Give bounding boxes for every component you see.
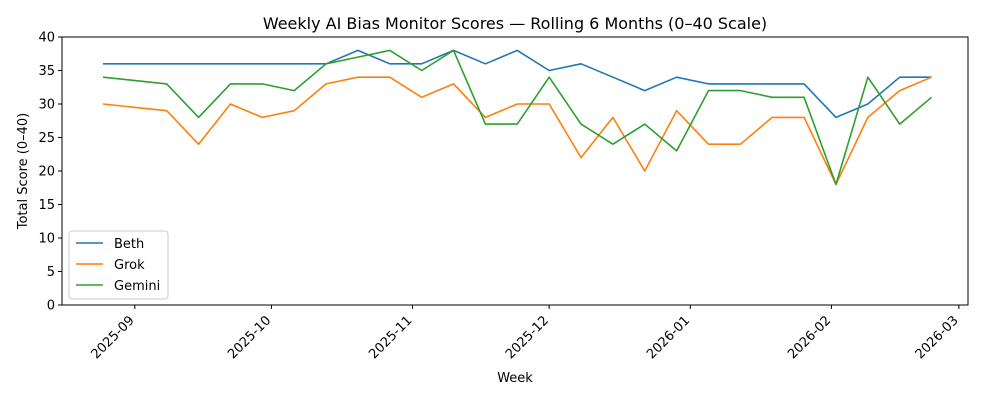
x-tick-label: 2026-01 [644,313,693,362]
y-tick-label: 10 [38,232,55,247]
y-tick-label: 40 [38,31,55,46]
y-tick-label: 20 [38,165,55,180]
chart-title: Weekly AI Bias Monitor Scores — Rolling … [263,14,767,33]
series-line-gemini [102,49,933,186]
y-tick-label: 15 [38,198,55,213]
legend-label: Gemini [114,279,160,294]
x-tick-label: 2025-12 [503,313,552,362]
legend-label: Beth [114,237,144,252]
x-tick-label: 2025-10 [225,313,274,362]
x-axis: 2025-09 2025-10 2025-11 2025-12 2026-01 2026-… [89,305,962,362]
y-axis: 0 5 10 15 20 25 30 35 40 [38,31,62,314]
y-tick-label: 0 [47,299,55,314]
x-axis-title: Week [497,371,533,386]
x-tick-label: 2025-09 [89,313,138,362]
plot-area [102,49,933,186]
x-tick-label: 2026-02 [785,313,834,362]
legend-label: Grok [114,258,145,273]
y-tick-label: 35 [38,64,55,79]
x-tick-label: 2025-11 [366,313,415,362]
y-tick-label: 25 [38,131,55,146]
y-axis-title: Total Score (0–40) [16,113,31,231]
legend: Beth Grok Gemini [68,230,169,300]
x-tick-label: 2026-03 [913,313,962,362]
axes-frame [61,36,969,306]
legend-box [68,230,169,300]
y-tick-label: 30 [38,98,55,113]
y-tick-label: 5 [47,265,55,280]
series-line-beth [102,49,932,119]
series-line-grok [102,76,932,186]
